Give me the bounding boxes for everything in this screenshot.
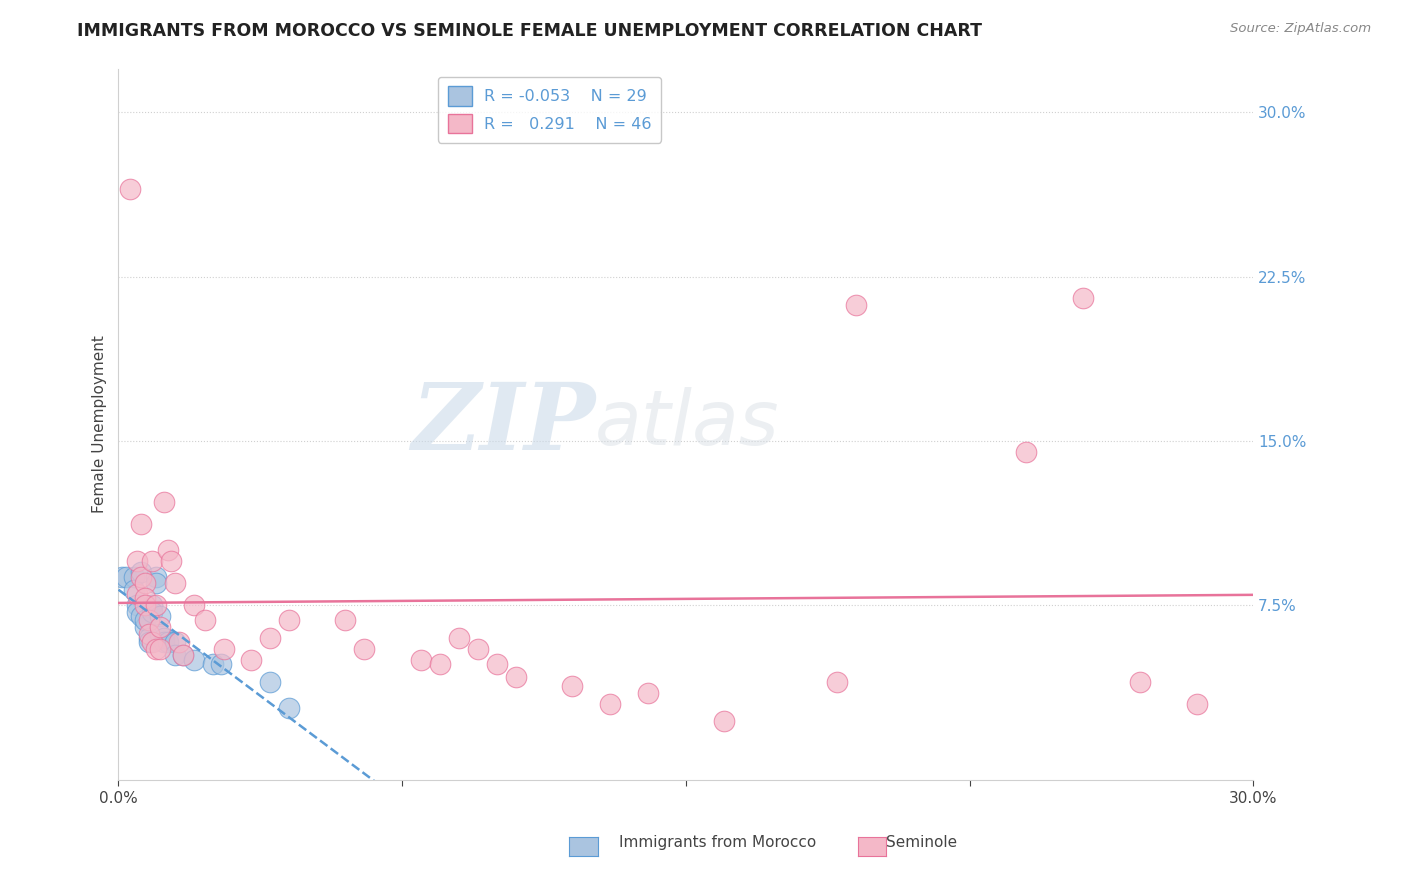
Point	[172, 648, 194, 663]
Point	[134, 576, 156, 591]
Point	[134, 598, 156, 612]
Point	[115, 569, 138, 583]
Point	[825, 674, 848, 689]
Text: IMMIGRANTS FROM MOROCCO VS SEMINOLE FEMALE UNEMPLOYMENT CORRELATION CHART: IMMIGRANTS FROM MOROCCO VS SEMINOLE FEMA…	[77, 22, 983, 40]
Point	[637, 685, 659, 699]
Point	[141, 635, 163, 649]
Point	[153, 635, 176, 649]
Point	[353, 641, 375, 656]
Point	[845, 298, 868, 312]
Point	[277, 613, 299, 627]
Point	[149, 620, 172, 634]
Point	[127, 554, 149, 568]
Text: Seminole: Seminole	[886, 836, 957, 850]
Point	[214, 641, 236, 656]
Point	[138, 635, 160, 649]
Point	[134, 591, 156, 606]
Point	[429, 657, 451, 672]
Point	[165, 648, 187, 663]
Point	[111, 569, 134, 583]
Point	[145, 576, 167, 591]
Point	[129, 565, 152, 579]
Point	[183, 598, 205, 612]
Point	[156, 635, 179, 649]
Point	[149, 626, 172, 640]
Point	[118, 182, 141, 196]
Point	[134, 620, 156, 634]
Point	[561, 679, 583, 693]
Point	[134, 613, 156, 627]
Point	[505, 670, 527, 684]
Point	[149, 641, 172, 656]
Point	[1071, 292, 1094, 306]
Point	[129, 516, 152, 531]
Text: Immigrants from Morocco: Immigrants from Morocco	[619, 836, 815, 850]
Point	[156, 543, 179, 558]
Point	[138, 613, 160, 627]
Point	[183, 653, 205, 667]
Text: atlas: atlas	[595, 387, 779, 461]
Point	[160, 554, 183, 568]
Point	[129, 609, 152, 624]
Point	[153, 495, 176, 509]
Point	[335, 613, 357, 627]
Point	[447, 631, 470, 645]
Point	[239, 653, 262, 667]
Point	[467, 641, 489, 656]
Point	[485, 657, 508, 672]
Point	[145, 598, 167, 612]
Point	[209, 657, 232, 672]
Text: Source: ZipAtlas.com: Source: ZipAtlas.com	[1230, 22, 1371, 36]
Text: ZIP: ZIP	[411, 379, 595, 469]
Point	[127, 587, 149, 601]
Point	[277, 701, 299, 715]
Point	[202, 657, 225, 672]
Point	[122, 582, 145, 597]
Point	[172, 648, 194, 663]
Point	[1129, 674, 1152, 689]
Point	[409, 653, 432, 667]
Y-axis label: Female Unemployment: Female Unemployment	[93, 335, 107, 513]
Point	[194, 613, 217, 627]
Legend: R = -0.053    N = 29, R =   0.291    N = 46: R = -0.053 N = 29, R = 0.291 N = 46	[439, 77, 661, 143]
Point	[165, 576, 187, 591]
Point	[145, 641, 167, 656]
Point	[1185, 697, 1208, 711]
Point	[138, 626, 160, 640]
Point	[165, 635, 187, 649]
Point	[153, 631, 176, 645]
Point	[259, 631, 281, 645]
Point	[141, 554, 163, 568]
Point	[141, 605, 163, 619]
Point	[259, 674, 281, 689]
Point	[138, 631, 160, 645]
Point	[167, 635, 190, 649]
Point	[145, 569, 167, 583]
Point	[1015, 444, 1038, 458]
Point	[122, 569, 145, 583]
Point	[599, 697, 621, 711]
Point	[127, 605, 149, 619]
Point	[149, 609, 172, 624]
Point	[127, 598, 149, 612]
Point	[141, 598, 163, 612]
Point	[713, 714, 735, 728]
Point	[129, 569, 152, 583]
